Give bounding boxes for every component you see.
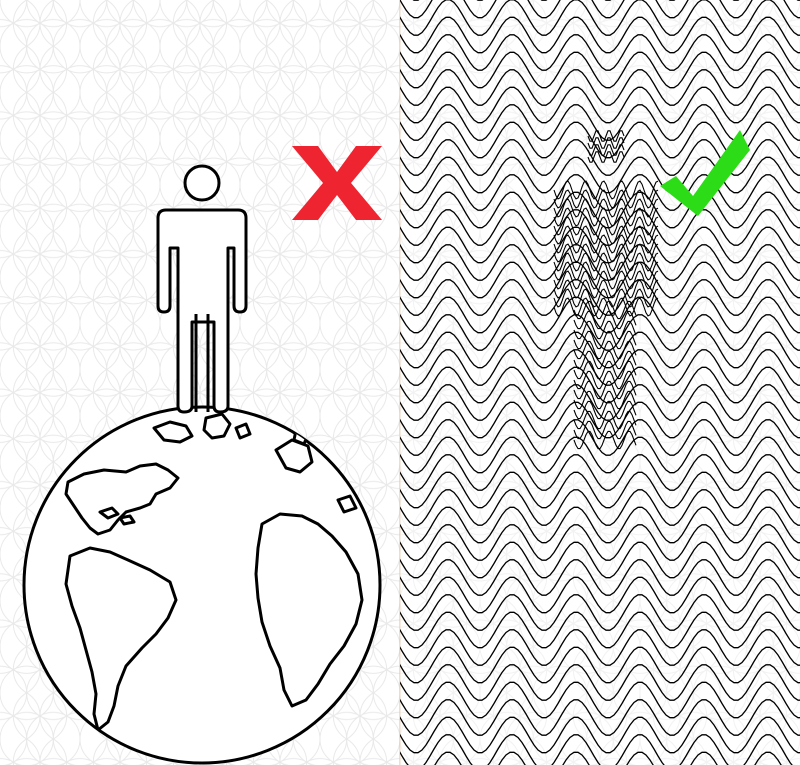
wave-line bbox=[400, 296, 800, 334]
wave-line bbox=[400, 244, 800, 281]
cross-mark-icon bbox=[292, 146, 382, 220]
silhouette-wave-line bbox=[553, 261, 659, 281]
wave-line bbox=[400, 611, 800, 649]
wave-line bbox=[400, 139, 800, 176]
wave-line bbox=[400, 384, 800, 421]
silhouette-wave-line bbox=[553, 225, 659, 245]
wave-line bbox=[400, 506, 800, 544]
silhouette-wave-line bbox=[573, 400, 637, 420]
wave-line bbox=[400, 734, 793, 765]
wave-line bbox=[400, 524, 800, 561]
silhouette-wave-line bbox=[587, 144, 625, 156]
wave-line bbox=[400, 69, 800, 106]
wave-line bbox=[400, 51, 800, 89]
person-wave-silhouette bbox=[553, 130, 659, 450]
silhouette-wave-line bbox=[553, 189, 659, 209]
silhouette-wave-line bbox=[553, 243, 659, 263]
silhouette-wave-line bbox=[587, 130, 625, 142]
wave-line bbox=[400, 436, 800, 474]
wave-line bbox=[400, 349, 800, 386]
wave-line bbox=[400, 279, 800, 316]
wave-line bbox=[400, 16, 800, 54]
silhouette-wave-line bbox=[573, 340, 637, 360]
wave-line bbox=[400, 366, 800, 404]
wave-line bbox=[400, 716, 800, 754]
silhouette-wave-line bbox=[553, 288, 659, 308]
wave-line bbox=[400, 261, 800, 299]
wave-line bbox=[400, 471, 800, 509]
silhouette-wave-line bbox=[573, 330, 637, 350]
wave-line bbox=[400, 576, 800, 614]
wave-line bbox=[400, 541, 800, 579]
wave-line bbox=[400, 699, 800, 736]
silhouette-wave-line bbox=[573, 320, 637, 340]
wave-line bbox=[400, 629, 800, 666]
silhouette-wave-line bbox=[553, 270, 659, 290]
globe-icon bbox=[22, 405, 382, 765]
wave-line bbox=[400, 86, 800, 124]
silhouette-wave-line bbox=[573, 370, 637, 390]
silhouette-wave-line bbox=[573, 300, 637, 320]
silhouette-wave-line bbox=[553, 279, 659, 299]
silhouette-wave-line bbox=[553, 180, 659, 200]
wave-line bbox=[400, 401, 800, 439]
silhouette-wave-line bbox=[573, 380, 637, 400]
wave-line bbox=[400, 681, 800, 719]
silhouette-wave-line bbox=[573, 350, 637, 370]
silhouette-wave-line bbox=[553, 198, 659, 218]
silhouette-wave-line bbox=[573, 390, 637, 410]
wave-line bbox=[400, 559, 800, 596]
wave-line bbox=[400, 331, 800, 369]
wave-field bbox=[400, 0, 800, 765]
silhouette-wave-line bbox=[573, 360, 637, 380]
wave-line bbox=[400, 34, 800, 71]
wave-line bbox=[400, 454, 800, 491]
silhouette-wave-line bbox=[573, 430, 637, 450]
wave-line bbox=[400, 0, 800, 36]
silhouette-wave-line bbox=[573, 410, 637, 430]
person-icon bbox=[156, 164, 248, 414]
silhouette-wave-line bbox=[553, 216, 659, 236]
silhouette-wave-line bbox=[553, 207, 659, 227]
wave-line bbox=[400, 0, 800, 19]
silhouette-wave-line bbox=[553, 297, 659, 317]
wave-line bbox=[400, 594, 800, 631]
silhouette-wave-line bbox=[573, 310, 637, 330]
wave-line bbox=[400, 646, 800, 684]
silhouette-wave-line bbox=[587, 137, 625, 149]
right-panel bbox=[400, 0, 800, 765]
wave-line bbox=[400, 314, 800, 351]
wave-line bbox=[400, 664, 800, 701]
silhouette-wave-line bbox=[553, 252, 659, 272]
wave-line bbox=[400, 419, 800, 456]
silhouette-wave-line bbox=[553, 234, 659, 254]
silhouette-wave-line bbox=[573, 420, 637, 440]
check-mark-icon bbox=[660, 130, 750, 216]
silhouette-wave-line bbox=[587, 151, 625, 163]
wave-line bbox=[400, 489, 800, 526]
